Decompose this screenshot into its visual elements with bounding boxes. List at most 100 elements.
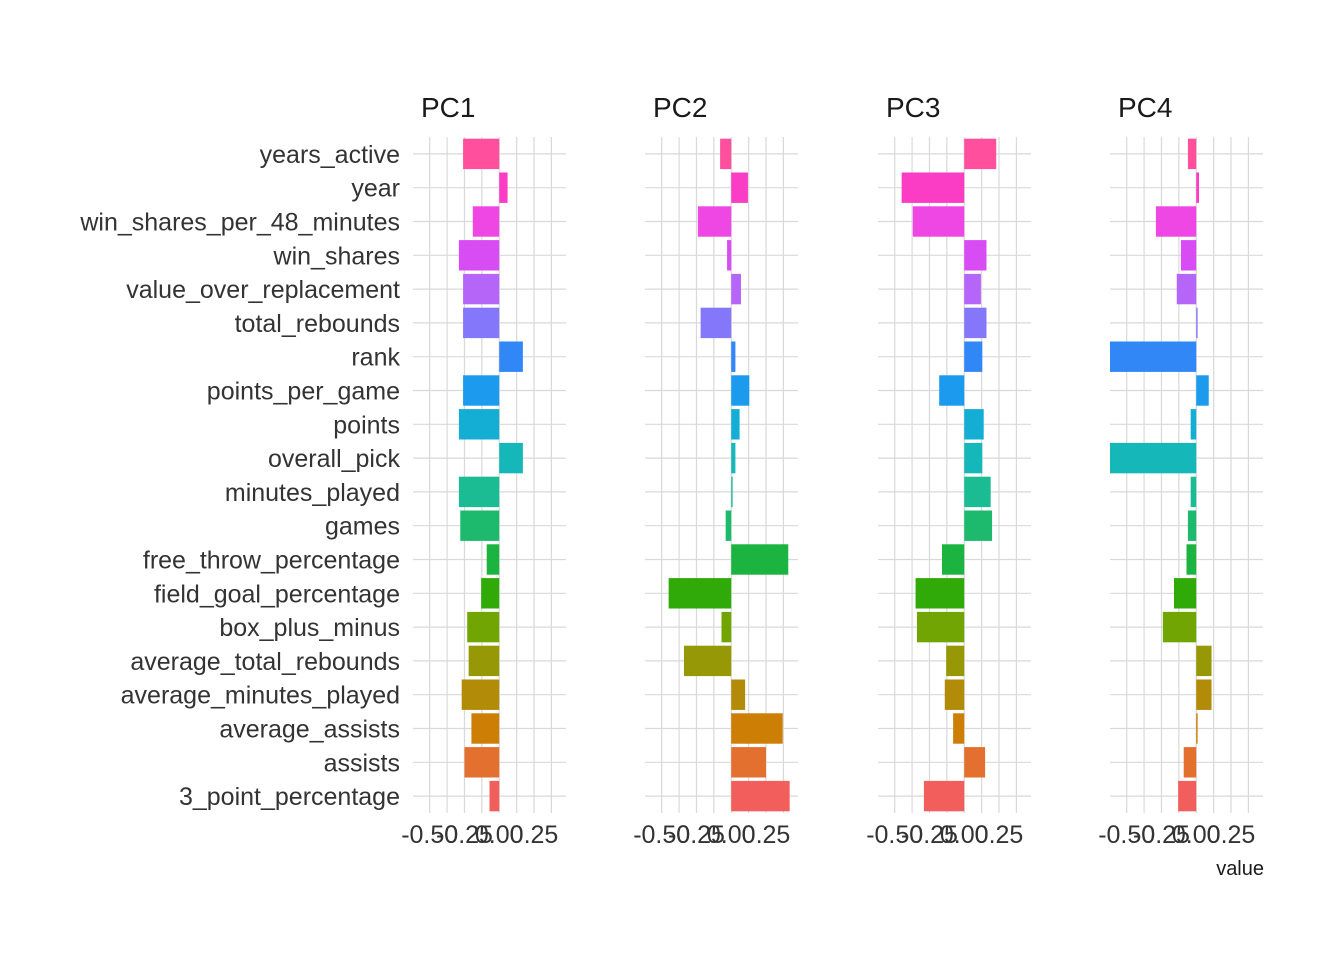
category-label: win_shares_per_48_minutes	[79, 209, 400, 237]
x-tick-label: 0.00	[1172, 821, 1221, 849]
bar-pc1-rank	[499, 341, 523, 372]
bar-pc1-overall_pick	[499, 442, 523, 474]
bar-pc4-average_minutes_played	[1196, 679, 1212, 710]
category-label: years_active	[260, 141, 400, 169]
bar-pc4-field_goal_percentage	[1173, 578, 1197, 609]
category-label: year	[351, 175, 400, 203]
bar-pc3-year	[901, 172, 965, 203]
bar-pc1-3_point_percentage	[489, 780, 500, 812]
bar-pc3-field_goal_percentage	[915, 578, 965, 609]
bar-pc3-total_rebounds	[964, 307, 987, 339]
bar-pc2-field_goal_percentage	[668, 578, 732, 609]
bar-pc1-points_per_game	[463, 375, 500, 406]
category-label: 3_point_percentage	[179, 783, 400, 811]
bar-pc3-rank	[964, 341, 983, 372]
bar-pc1-minutes_played	[458, 476, 500, 508]
bar-pc4-points	[1190, 409, 1197, 440]
bar-pc4-years_active	[1187, 138, 1197, 170]
facet-panel-pc3: PC3 -0.50-0.250.000.25	[866, 92, 1031, 849]
category-label: total_rebounds	[235, 310, 400, 338]
category-label: overall_pick	[268, 445, 401, 473]
category-label: assists	[324, 749, 400, 777]
x-tick-label: -0.50	[401, 821, 458, 849]
bar-pc4-average_assists	[1196, 713, 1198, 744]
facet-panel-pc1: PC1 -0.50-0.250.000.25	[401, 92, 566, 849]
category-label: points	[333, 411, 400, 439]
bar-pc3-box_plus_minus	[916, 611, 965, 643]
x-tick-label: -0.25	[901, 821, 958, 849]
facet-panel-pc4: PC4 -0.50-0.250.000.25	[1098, 92, 1263, 849]
bar-pc1-free_throw_percentage	[486, 544, 500, 575]
bar-pc2-points_per_game	[731, 375, 750, 406]
bar-pc4-free_throw_percentage	[1186, 544, 1197, 575]
bar-pc4-win_shares	[1180, 240, 1197, 271]
x-tick-label: 0.25	[742, 821, 791, 849]
bar-pc2-3_point_percentage	[731, 780, 790, 812]
bar-pc2-value_over_replacement	[731, 273, 741, 305]
bar-pc2-win_shares_per_48_minutes	[697, 206, 732, 237]
bar-pc3-win_shares_per_48_minutes	[912, 206, 965, 237]
category-label: value_over_replacement	[126, 276, 400, 304]
bar-pc4-overall_pick	[1110, 442, 1197, 474]
facet-panels: PC1-0.50-0.250.000.25PC2-0.50-0.250.000.…	[401, 92, 1263, 849]
bar-pc4-average_total_rebounds	[1196, 645, 1212, 677]
facet-title: PC1	[421, 92, 475, 123]
bar-pc1-box_plus_minus	[467, 611, 500, 643]
x-tick-label: 0.00	[475, 821, 524, 849]
bar-pc1-win_shares	[458, 240, 500, 271]
bar-pc2-games	[725, 510, 732, 541]
bar-pc2-year	[731, 172, 748, 203]
bar-pc1-value_over_replacement	[463, 273, 500, 305]
bar-pc3-average_assists	[953, 713, 965, 744]
x-tick-label: 0.25	[975, 821, 1024, 849]
bar-pc2-average_total_rebounds	[683, 645, 732, 677]
bar-pc2-points	[731, 409, 740, 440]
bar-pc3-overall_pick	[964, 442, 983, 474]
bar-pc1-win_shares_per_48_minutes	[472, 206, 500, 237]
bar-pc2-free_throw_percentage	[731, 544, 789, 575]
bar-pc1-average_assists	[471, 713, 500, 744]
bar-pc3-years_active	[964, 138, 997, 170]
x-tick-label: 0.25	[510, 821, 559, 849]
category-label: average_assists	[219, 716, 400, 744]
bar-pc2-box_plus_minus	[721, 611, 732, 643]
bar-pc4-win_shares_per_48_minutes	[1155, 206, 1197, 237]
bar-pc3-points	[964, 409, 984, 440]
bar-pc2-overall_pick	[731, 442, 736, 474]
category-label: points_per_game	[207, 378, 400, 406]
x-tick-label: -0.50	[866, 821, 923, 849]
bar-pc4-year	[1196, 172, 1200, 203]
bar-pc2-years_active	[720, 138, 732, 170]
bar-pc1-average_minutes_played	[461, 679, 500, 710]
bar-pc4-points_per_game	[1196, 375, 1209, 406]
bar-pc2-total_rebounds	[700, 307, 732, 339]
facet-panel-pc2: PC2 -0.50-0.250.000.25	[633, 92, 798, 849]
bar-pc2-assists	[731, 747, 767, 778]
x-tick-label: -0.25	[668, 821, 725, 849]
facet-title: PC3	[886, 92, 940, 123]
category-label: box_plus_minus	[219, 614, 400, 642]
bar-pc4-minutes_played	[1190, 476, 1197, 508]
x-tick-label: -0.50	[1098, 821, 1155, 849]
bar-pc3-value_over_replacement	[964, 273, 981, 305]
x-tick-label: 0.00	[707, 821, 756, 849]
bar-pc2-rank	[731, 341, 736, 372]
category-label: free_throw_percentage	[143, 547, 400, 575]
bar-pc3-win_shares	[964, 240, 987, 271]
bar-pc3-games	[964, 510, 993, 541]
bar-pc1-average_total_rebounds	[468, 645, 500, 677]
category-label: games	[325, 513, 400, 541]
bar-pc4-games	[1187, 510, 1197, 541]
bar-pc1-year	[499, 172, 508, 203]
category-label: win_shares	[273, 242, 400, 270]
x-tick-label: 0.25	[1207, 821, 1256, 849]
bar-pc3-points_per_game	[939, 375, 965, 406]
bar-pc3-average_total_rebounds	[946, 645, 965, 677]
facet-title: PC2	[653, 92, 707, 123]
category-label: minutes_played	[225, 479, 400, 507]
bar-pc4-3_point_percentage	[1178, 780, 1197, 812]
bar-pc1-years_active	[463, 138, 500, 170]
facet-title: PC4	[1118, 92, 1172, 123]
